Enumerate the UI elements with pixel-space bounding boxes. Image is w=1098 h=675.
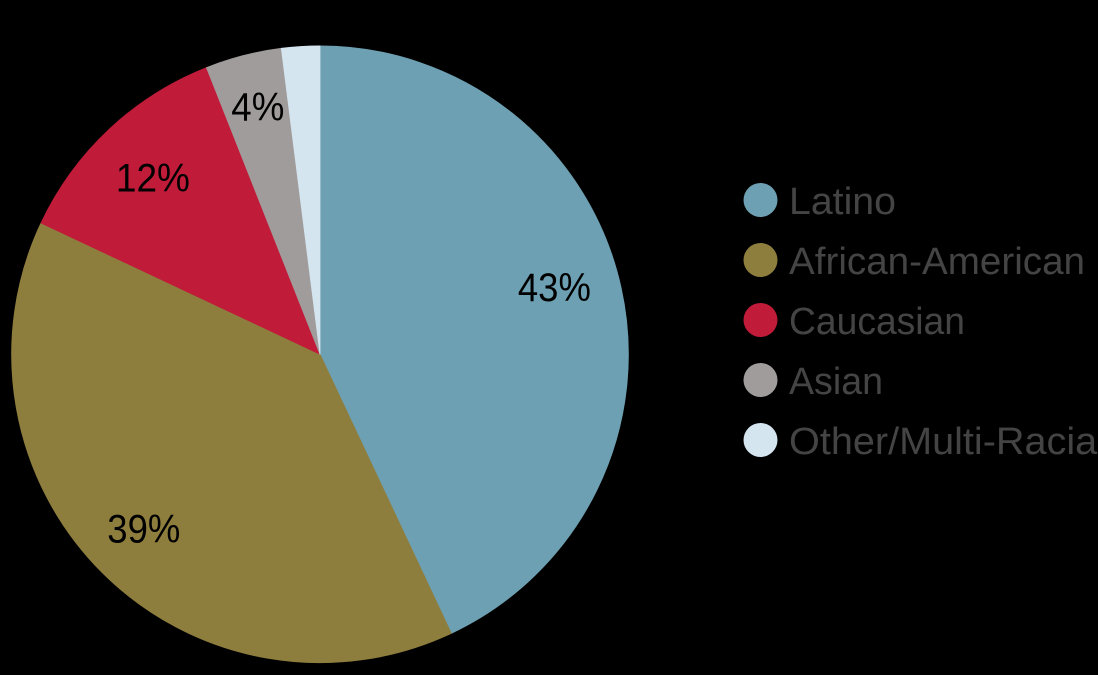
svg-text:Latino: Latino <box>789 181 896 223</box>
svg-text:African-American: African-American <box>789 241 1085 283</box>
svg-text:12%: 12% <box>116 157 190 201</box>
svg-text:4%: 4% <box>231 85 284 129</box>
svg-text:Caucasian: Caucasian <box>789 301 965 343</box>
svg-text:39%: 39% <box>107 508 180 552</box>
svg-text:43%: 43% <box>518 266 591 310</box>
svg-text:Other/Multi-Racial: Other/Multi-Racial <box>789 421 1098 463</box>
svg-text:Asian: Asian <box>789 361 883 403</box>
